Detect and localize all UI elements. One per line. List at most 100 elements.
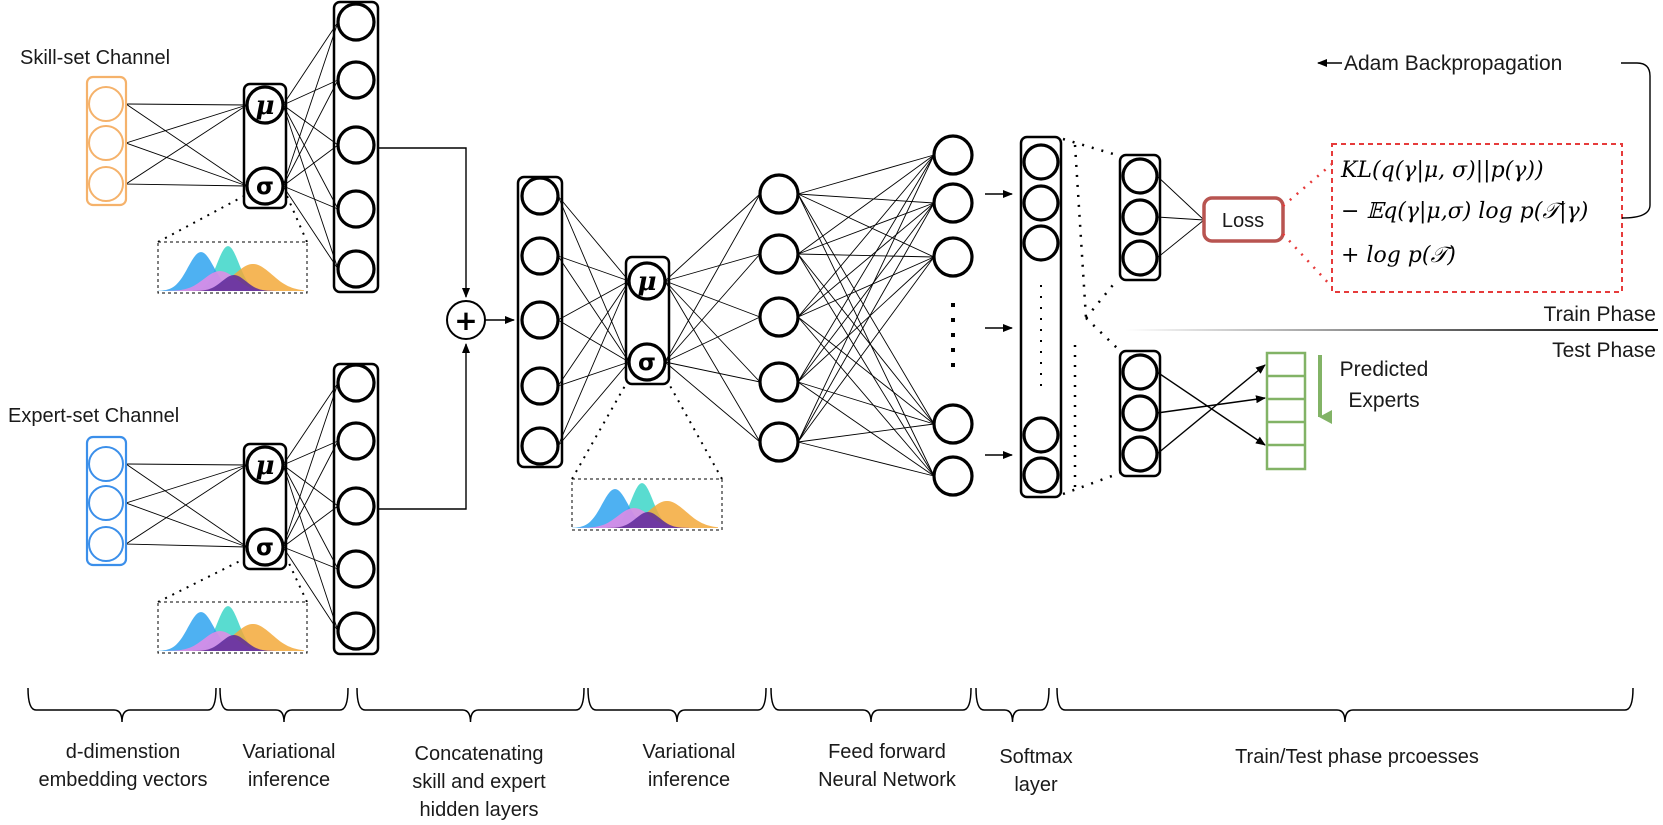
- expert-hidden-node: [336, 421, 376, 461]
- softmax-node: [1022, 143, 1060, 181]
- branch-connectors: [1062, 137, 1121, 496]
- skill-embedding-box: [85, 75, 128, 207]
- network-edge: [557, 280, 630, 387]
- skill-embedding-node: [88, 166, 124, 202]
- joint-sigma-label: σ: [638, 350, 656, 376]
- network-edge: [282, 104, 339, 210]
- ffn-node: [758, 421, 800, 463]
- network-edge: [282, 104, 339, 270]
- network-edge: [282, 185, 339, 270]
- stage-brace: [219, 687, 349, 723]
- stage-labels: d-dimenstion embedding vectors Variation…: [39, 741, 1479, 821]
- expert-channel-label: Expert-set Channel: [8, 405, 179, 427]
- network-edge: [797, 154, 935, 255]
- joint-distribution-inset: [571, 383, 723, 531]
- distribution-curve-blue: [572, 489, 718, 528]
- inset-connector: [571, 383, 627, 480]
- softmax-node: [1022, 416, 1060, 454]
- expert-mu-label: μ: [255, 451, 274, 481]
- expert-variational-block: μ σ: [242, 442, 288, 571]
- distribution-curve-blue: [158, 252, 304, 291]
- network-edge: [125, 104, 248, 185]
- network-edge: [125, 104, 248, 144]
- ffn-layer-1: [758, 173, 800, 463]
- network-edge: [125, 183, 248, 187]
- ffn-output-node: [932, 403, 974, 445]
- stage-braces: [27, 687, 1634, 723]
- ffn-output-node: [932, 182, 974, 224]
- stage-label-embedding-line2: embedding vectors: [39, 769, 208, 791]
- ffn-output-node: [932, 236, 974, 278]
- network-edge: [797, 256, 935, 318]
- expert-variational-box: [242, 442, 288, 571]
- prediction-arrow: [1156, 395, 1266, 414]
- expectation-term: − 𝔼q(γ|μ,σ) log p(𝒯|γ): [1341, 199, 1588, 224]
- stage-label-variational-line1: Variational: [242, 741, 335, 763]
- network-edge: [282, 382, 339, 548]
- branch-dotted-line: [1062, 137, 1121, 158]
- skill-hidden-node: [336, 60, 376, 100]
- stage-brace: [27, 687, 217, 723]
- joint-mu-node: [627, 261, 667, 301]
- network-edge: [664, 193, 761, 282]
- stage-label-softmax-line2: layer: [1014, 774, 1058, 796]
- loss-node: Loss: [1202, 196, 1285, 243]
- expert-mu-node: [245, 445, 285, 485]
- network-edge: [797, 381, 935, 477]
- train-branch-node: [1121, 157, 1159, 195]
- network-edge: [557, 195, 630, 363]
- skill-hidden-node: [336, 249, 376, 289]
- stage-label-softmax-line1: Softmax: [999, 746, 1072, 768]
- phase-separator: [1125, 329, 1658, 331]
- ffn-layer-2: [932, 134, 974, 497]
- network-edge: [282, 440, 339, 548]
- inset-connector: [157, 195, 245, 243]
- kl-term: KL(q(γ|μ, σ)||p(γ)): [1340, 158, 1544, 183]
- stage-brace: [975, 687, 1050, 723]
- branch-dotted-line: [1073, 144, 1088, 319]
- distribution-curve-purple: [158, 275, 304, 291]
- network-edge: [664, 316, 761, 363]
- ffn-node: [758, 173, 800, 215]
- network-edge: [557, 280, 630, 321]
- skill-embedding-node: [88, 125, 124, 161]
- loss-label: Loss: [1222, 210, 1264, 232]
- train-branch-box: [1118, 153, 1162, 282]
- network-edge: [797, 193, 935, 258]
- branch-dotted-line: [1062, 471, 1121, 496]
- softmax-node: [1022, 224, 1060, 262]
- network-edge: [125, 463, 248, 466]
- loss-formula-box: [1331, 143, 1623, 293]
- network-edge: [125, 142, 248, 187]
- predicted-list-box: [1265, 351, 1307, 471]
- network-edge: [797, 316, 935, 425]
- distribution-curve-cyan: [572, 483, 718, 528]
- distribution-plot: [572, 483, 718, 528]
- loss-box: [1202, 196, 1285, 243]
- skill-variational-box: [242, 82, 288, 210]
- expert-sigma-node: [245, 527, 285, 567]
- network-edge: [797, 154, 935, 383]
- network-edge: [282, 185, 339, 210]
- concat-hidden-node: [520, 300, 560, 340]
- network-edge: [282, 546, 339, 632]
- network-edge: [282, 464, 339, 507]
- evidence-term: + log p(𝒯): [1341, 243, 1456, 268]
- skill-embedding-node: [88, 86, 124, 122]
- skill-merge-arrow: [378, 147, 470, 298]
- distribution-plot: [158, 246, 304, 291]
- skill-channel-label: Skill-set Channel: [20, 47, 170, 69]
- ffn-node: [758, 361, 800, 403]
- stage-label-variational2-line2: inference: [648, 769, 730, 791]
- train-branch-node: [1121, 239, 1159, 277]
- test-branch-box: [1118, 349, 1162, 478]
- network-edge: [664, 361, 761, 443]
- ffn-output-node: [932, 455, 974, 497]
- network-edge: [664, 280, 761, 318]
- network-edge: [664, 253, 761, 363]
- concat-plus-symbol: +: [454, 304, 477, 337]
- network-edge: [125, 464, 248, 504]
- network-edge: [797, 193, 935, 425]
- network-edge: [557, 361, 630, 387]
- network-edge: [797, 256, 935, 383]
